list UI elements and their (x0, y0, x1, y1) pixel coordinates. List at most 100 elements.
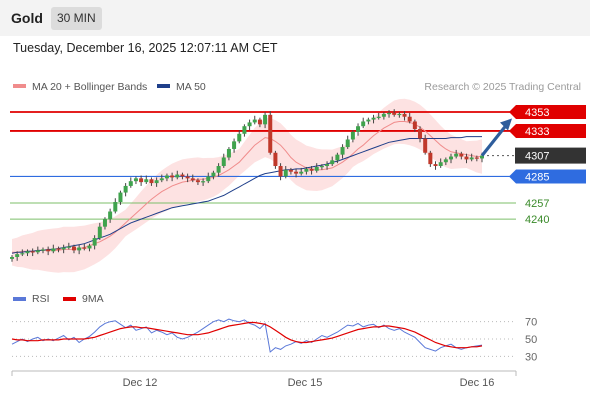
candle-body (361, 121, 366, 127)
candle-body (77, 247, 82, 251)
candle-body (113, 202, 118, 212)
candle-body (376, 116, 381, 118)
candle-body (190, 178, 195, 181)
x-tick-label: Dec 12 (123, 377, 158, 389)
forecast-arrow (480, 124, 508, 157)
candle-body (366, 119, 371, 122)
candle-body (423, 138, 428, 153)
candle-body (273, 152, 278, 167)
legend-label: 9MA (82, 293, 104, 305)
candle-body (330, 160, 335, 165)
candle-body (459, 153, 464, 157)
ma50-line (11, 136, 482, 254)
price-tag-label: 4257 (525, 198, 549, 210)
candle-body (180, 174, 185, 177)
price-tag-4353 (509, 105, 586, 119)
legend-swatch (63, 297, 76, 301)
candle-body (309, 168, 314, 171)
candle-body (268, 114, 273, 153)
candle-body (387, 112, 392, 115)
candle-body (108, 211, 113, 220)
candle-body (206, 176, 211, 182)
candle-body (438, 162, 443, 167)
forecast-arrow-head (500, 118, 512, 131)
price-tag-label: 4240 (525, 214, 549, 226)
candle-body (87, 245, 92, 249)
candle-body (247, 122, 252, 127)
legend-label: MA 20 + Bollinger Bands (32, 81, 147, 93)
candle-body (340, 147, 345, 155)
candle-body (232, 141, 237, 149)
candle-body (71, 246, 76, 251)
candle-body (154, 180, 159, 184)
candle-body (102, 219, 107, 227)
candle-body (371, 117, 376, 120)
candle-body (278, 166, 283, 177)
chart-legend: MA 20 + Bollinger Bands MA 50 (13, 81, 206, 93)
candles (10, 109, 484, 262)
timeframe-badge[interactable]: 30 MIN (51, 7, 102, 30)
bollinger-band (12, 98, 482, 273)
candle-body (402, 113, 407, 117)
candle-body (40, 249, 45, 251)
candle-body (480, 155, 484, 159)
candle-body (412, 121, 417, 130)
candle-body (30, 251, 35, 253)
rsi-tick-label: 70 (525, 317, 537, 329)
candle-body (164, 175, 169, 179)
candle-body (443, 159, 448, 163)
candle-body (392, 112, 397, 115)
candle-body (56, 248, 61, 250)
candle-body (211, 172, 216, 177)
candle-body (263, 114, 268, 125)
candle-body (128, 181, 133, 186)
candle-body (61, 247, 66, 250)
credit-text: Research © 2025 Trading Central (424, 81, 581, 93)
candle-body (454, 153, 459, 157)
price-tag-label: 4307 (525, 151, 549, 163)
candle-body (335, 154, 340, 161)
candle-body (82, 247, 87, 249)
candle-body (407, 116, 412, 122)
candle-body (15, 254, 20, 257)
candle-body (20, 253, 25, 255)
candle-body (149, 179, 154, 184)
candle-body (216, 166, 221, 173)
candle-body (221, 157, 226, 167)
candle-body (464, 156, 469, 160)
candle-body (25, 251, 30, 254)
ma20-line (12, 121, 482, 253)
candle-body (345, 139, 350, 148)
candle-body (139, 178, 144, 183)
rsi-ma-line (11, 321, 483, 349)
candle-body (195, 180, 200, 183)
rsi-legend: RSI 9MA (13, 293, 104, 305)
candle-body (356, 126, 361, 132)
candle-body (144, 179, 149, 183)
candle-body (46, 249, 51, 252)
candle-body (428, 152, 433, 165)
candle-body (314, 166, 319, 171)
candle-body (469, 157, 474, 160)
rsi-tick-label: 50 (525, 334, 537, 346)
price-tag-4307 (515, 147, 586, 164)
candle-body (201, 181, 206, 183)
candle-body (185, 176, 190, 179)
candle-body (133, 178, 138, 182)
candle-body (97, 226, 102, 239)
candle-body (118, 192, 123, 203)
candle-body (237, 133, 242, 142)
candle-body (319, 166, 324, 168)
price-levels: 4353 4333 4307 4285 4257 4240 (10, 105, 586, 226)
candle-body (175, 174, 180, 178)
instrument-title: Gold (11, 10, 43, 26)
candle-body (350, 131, 355, 140)
candle-body (299, 171, 304, 174)
candle-body (397, 113, 402, 116)
candle-body (35, 250, 40, 253)
price-tag-label: 4333 (525, 126, 549, 138)
candle-body (66, 246, 71, 248)
candle-body (283, 169, 288, 177)
legend-label: RSI (32, 293, 50, 305)
